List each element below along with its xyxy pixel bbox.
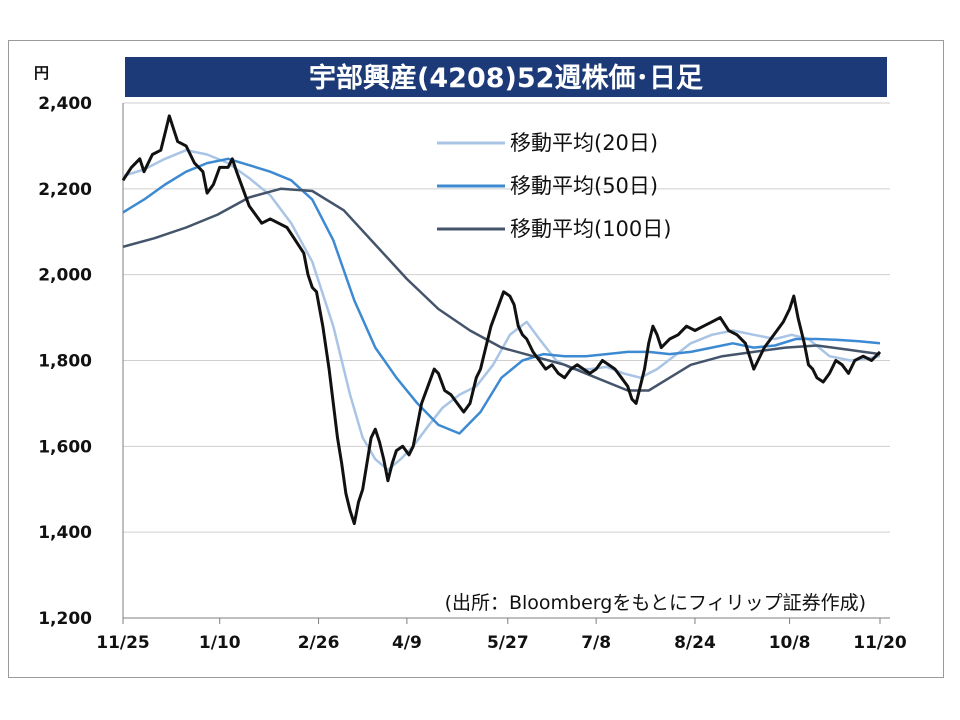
x-axis: 11/25 1/10 2/26 4/9 5/27 7/8 8/24 10/8 11/20 [96, 617, 907, 653]
x-tick-label-1/10: 1/10 [199, 633, 241, 653]
y-axis: 1,200 1,400 1,600 1,800 2,000 2,200 2,400 [38, 94, 124, 629]
y-unit-label: 円 [34, 64, 49, 82]
y-tick-label-1200: 1,200 [38, 609, 92, 629]
price-line [121, 114, 882, 526]
grid [123, 102, 890, 619]
chart-title: 宇部興産(4208)52週株価･日足 [309, 62, 703, 94]
y-tick-label-2200: 2,200 [38, 180, 92, 200]
x-tick-label-5/27: 5/27 [487, 633, 529, 653]
x-tick-label-10/8: 10/8 [769, 633, 811, 653]
x-tick-label-2/26: 2/26 [298, 633, 340, 653]
source-note: (出所：Bloombergをもとにフィリップ証券作成) [445, 592, 866, 614]
legend-label-ma20: 移動平均(20日) [510, 131, 658, 155]
legend: 移動平均(20日) 移動平均(50日) 移動平均(100日) [437, 131, 671, 241]
y-tick-label-1800: 1,800 [38, 352, 92, 372]
legend-label-ma100: 移動平均(100日) [510, 217, 671, 241]
y-tick-label-2000: 2,000 [38, 266, 92, 286]
y-tick-label-2400: 2,400 [38, 94, 92, 114]
x-tick-label-11/25: 11/25 [96, 633, 150, 653]
x-tick-label-7/8: 7/8 [581, 633, 611, 653]
x-tick-label-4/9: 4/9 [392, 633, 422, 653]
x-tick-label-11/20: 11/20 [853, 633, 907, 653]
series-line-0 [122, 148, 881, 472]
price-series-line [121, 114, 882, 526]
series-line-1 [122, 157, 881, 435]
y-tick-label-1400: 1,400 [38, 523, 92, 543]
title-banner [125, 57, 887, 97]
x-tick-label-8/24: 8/24 [674, 633, 716, 653]
legend-label-ma50: 移動平均(50日) [510, 174, 658, 198]
y-tick-label-1600: 1,600 [38, 437, 92, 457]
